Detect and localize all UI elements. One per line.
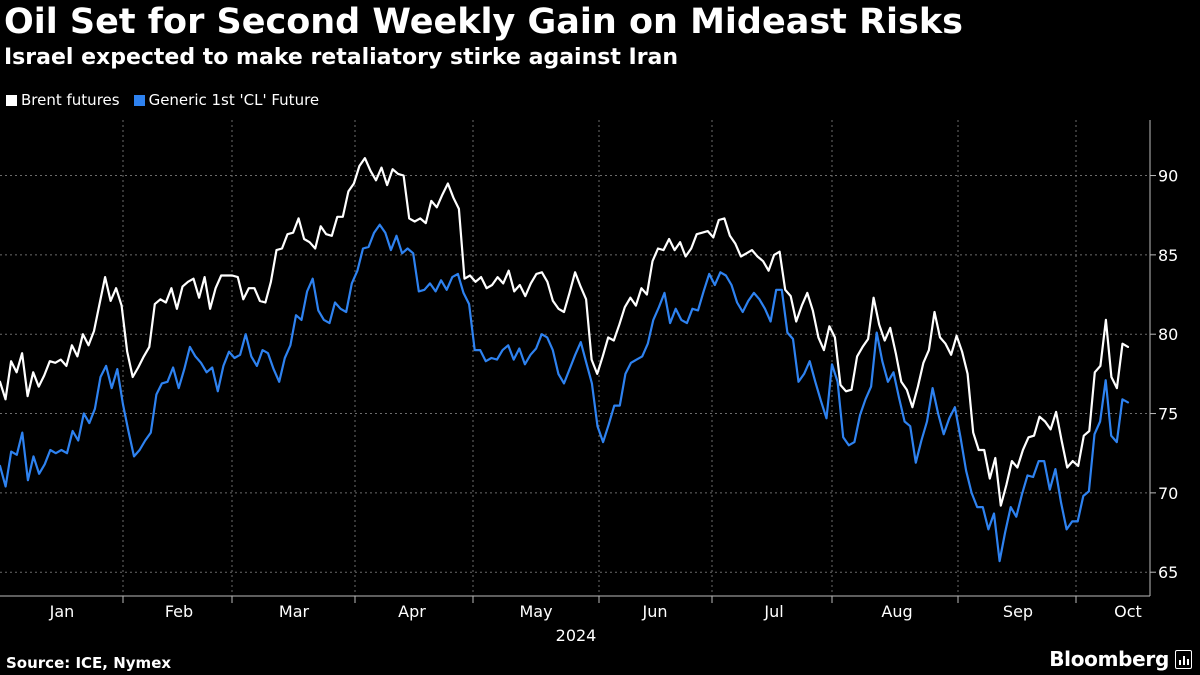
series-line-brent — [0, 157, 1130, 507]
legend-swatch-brent — [6, 94, 17, 106]
x-tick-label: Jun — [642, 602, 668, 621]
x-tick-label: Jan — [49, 602, 75, 621]
x-tick-label: Mar — [279, 602, 310, 621]
brand-name: Bloomberg — [1049, 647, 1169, 671]
legend-label-brent: Brent futures — [21, 91, 120, 109]
legend-swatch-wti — [133, 94, 145, 106]
bloomberg-logo-icon — [1175, 649, 1192, 669]
y-tick-label: 90 — [1158, 167, 1178, 186]
x-tick-label: Aug — [881, 602, 912, 621]
x-year-label: 2024 — [556, 626, 597, 645]
y-tick-label: 80 — [1158, 325, 1178, 344]
x-tick-label: Feb — [165, 602, 193, 621]
y-tick-label: 85 — [1158, 246, 1178, 265]
legend-item-wti: Generic 1st 'CL' Future — [133, 91, 320, 109]
chart-title: Oil Set for Second Weekly Gain on Mideas… — [4, 2, 963, 42]
legend-label-wti: Generic 1st 'CL' Future — [148, 91, 320, 109]
y-tick-label: 70 — [1158, 484, 1178, 503]
x-tick-label: Apr — [398, 602, 426, 621]
x-tick-label: Sep — [1003, 602, 1033, 621]
legend-item-brent: Brent futures — [6, 91, 120, 109]
x-tick-label: Oct — [1114, 602, 1142, 621]
y-tick-label: 75 — [1158, 405, 1178, 424]
y-tick-label: 65 — [1158, 563, 1178, 582]
x-tick-label: May — [519, 602, 552, 621]
legend: Brent futures Generic 1st 'CL' Future — [6, 91, 319, 109]
source-note: Source: ICE, Nymex — [6, 654, 172, 672]
chart-subtitle: Israel expected to make retaliatory stir… — [4, 45, 679, 70]
x-tick-label: Jul — [763, 602, 783, 621]
brand: Bloomberg — [1049, 647, 1192, 671]
series-line-wti — [0, 223, 1130, 563]
